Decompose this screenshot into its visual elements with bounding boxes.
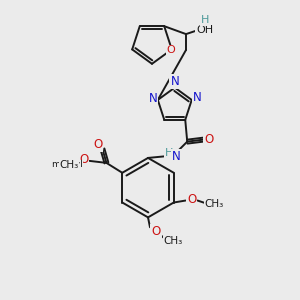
Text: N: N bbox=[172, 150, 181, 163]
Text: CH₃: CH₃ bbox=[205, 200, 224, 209]
Text: N: N bbox=[170, 75, 179, 88]
Text: O: O bbox=[151, 225, 160, 238]
Text: CH₃: CH₃ bbox=[59, 160, 78, 170]
Text: H: H bbox=[201, 15, 209, 25]
Text: N: N bbox=[148, 92, 157, 105]
Text: O: O bbox=[204, 133, 214, 146]
Text: methyl: methyl bbox=[51, 160, 83, 169]
Text: N: N bbox=[193, 92, 202, 104]
Text: H: H bbox=[165, 148, 174, 158]
Text: O: O bbox=[93, 138, 102, 151]
Text: O: O bbox=[167, 45, 175, 56]
Text: OH: OH bbox=[196, 25, 213, 35]
Text: O: O bbox=[187, 193, 196, 206]
Text: O: O bbox=[79, 153, 88, 167]
Text: CH₃: CH₃ bbox=[163, 236, 182, 246]
